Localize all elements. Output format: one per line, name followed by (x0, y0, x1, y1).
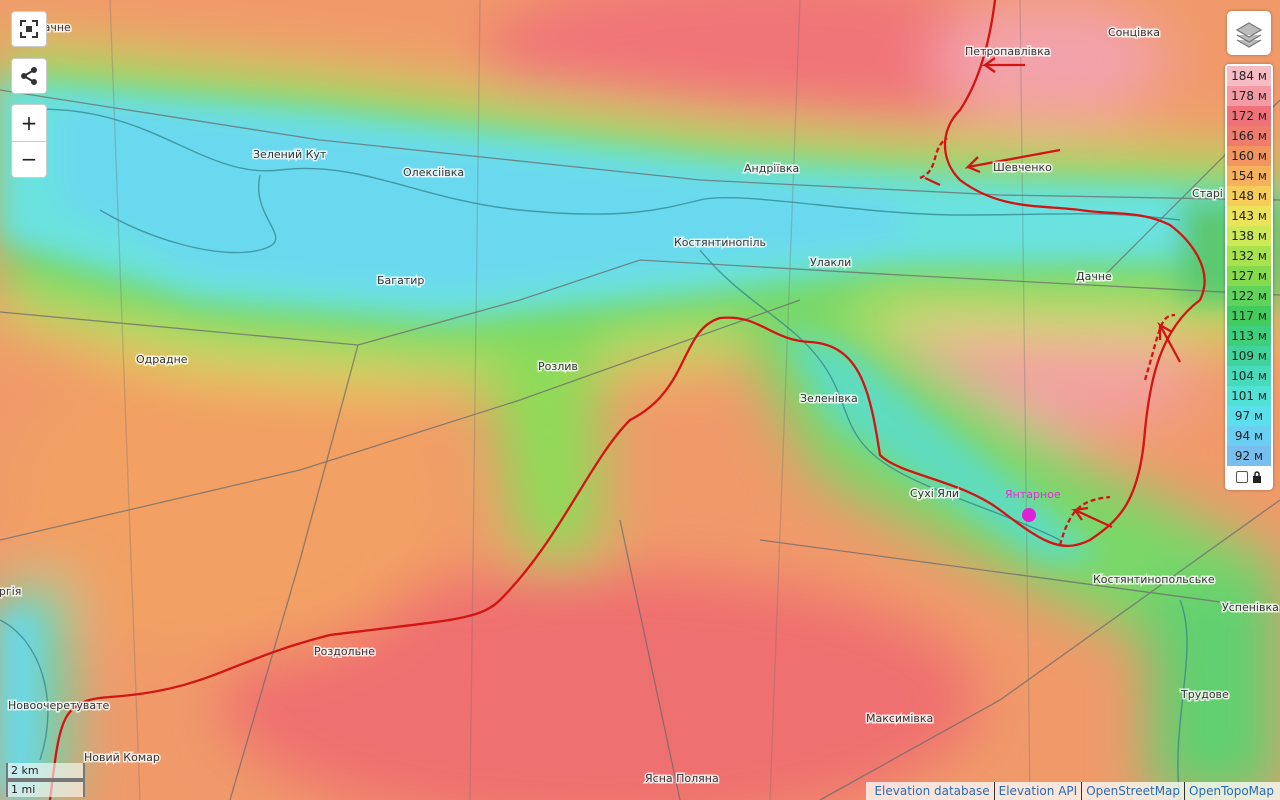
place-label: Костянтинопольське (1093, 573, 1215, 586)
place-label: Роздольне (314, 645, 375, 658)
zoom-control: + − (11, 104, 47, 178)
marker-label: Янтарное (1005, 488, 1061, 501)
place-label: Розлив (538, 360, 578, 373)
place-label: Зелений Кут (253, 148, 327, 161)
attribution: Elevation database Elevation API OpenStree… (866, 782, 1280, 800)
legend-item: 178 м (1227, 86, 1271, 106)
checkbox[interactable] (1236, 471, 1248, 483)
legend-item: 101 м (1227, 386, 1271, 406)
place-label: Улакли (810, 256, 851, 269)
legend-item: 184 м (1227, 66, 1271, 86)
legend-item: 113 м (1227, 326, 1271, 346)
legend-item: 143 м (1227, 206, 1271, 226)
lock-icon (1253, 471, 1261, 483)
share-button[interactable] (11, 58, 47, 94)
scale-imperial: 1 mi (6, 780, 85, 797)
place-label: Олексіівка (403, 166, 464, 179)
elevation-legend: 184 м 178 м 172 м 166 м 160 м 154 м 148 м 143 м… (1225, 64, 1273, 490)
legend-item: 92 м (1227, 446, 1271, 466)
zoom-in[interactable]: + (20, 110, 38, 135)
legend-item: 154 м (1227, 166, 1271, 186)
legend-item: 166 м (1227, 126, 1271, 146)
attribution-link[interactable]: OpenTopoMap (1184, 782, 1278, 800)
place-label: Сухі Яли (910, 487, 959, 500)
attribution-link[interactable]: Elevation database (874, 784, 990, 798)
attribution-link[interactable]: Elevation API (993, 782, 1082, 800)
legend-rows: 184 м 178 м 172 м 166 м 160 м 154 м 148 м 143 м… (1225, 66, 1273, 466)
place-label: Максимівка (866, 712, 933, 725)
legend-item: 148 м (1227, 186, 1271, 206)
legend-item: 97 м (1227, 406, 1271, 426)
place-label: Дачне (1076, 270, 1112, 283)
zoom-out[interactable]: − (12, 140, 46, 178)
layers-icon (1235, 22, 1263, 48)
place-label: Шевченко (993, 161, 1052, 174)
legend-item: 117 м (1227, 306, 1271, 326)
legend-item: 94 м (1227, 426, 1271, 446)
marker[interactable] (1022, 508, 1036, 522)
scale-bar: 2 km 1 mi (6, 763, 85, 797)
legend-item: 104 м (1227, 366, 1271, 386)
place-label: Багатир (377, 274, 424, 287)
place-label: Сонцівка (1108, 26, 1160, 39)
legend-item: 138 м (1227, 226, 1271, 246)
legend-item: 160 м (1227, 146, 1271, 166)
front-line (48, 0, 1206, 800)
legend-item: 122 м (1227, 286, 1271, 306)
place-label: Новоочеретувате (8, 699, 110, 712)
legend-item: 172 м (1227, 106, 1271, 126)
attribution-link[interactable]: OpenStreetMap (1081, 782, 1184, 800)
legend-item: 132 м (1227, 246, 1271, 266)
place-label: Одрадне (136, 353, 188, 366)
rivers (0, 108, 1188, 800)
place-label: Успенівка (1222, 601, 1279, 614)
fullscreen-button[interactable] (11, 11, 47, 47)
legend-item: 109 м (1227, 346, 1271, 366)
legend-lock[interactable] (1225, 466, 1273, 488)
place-label: Трудове (1180, 688, 1229, 701)
place-label: Новий Комар (84, 751, 160, 764)
legend-item: 127 м (1227, 266, 1271, 286)
place-label: Андріївка (744, 162, 799, 175)
layers-button[interactable] (1227, 11, 1271, 55)
place-label: Ясна Поляна (645, 772, 719, 785)
place-label: Петропавлівка (965, 45, 1051, 58)
place-label: Костянтинопіль (674, 236, 766, 249)
place-label: Зеленівка (800, 392, 858, 405)
share-icon (21, 67, 37, 85)
place-label: Енергія (0, 585, 21, 598)
fullscreen-icon (20, 20, 38, 38)
scale-metric: 2 km (6, 763, 85, 780)
